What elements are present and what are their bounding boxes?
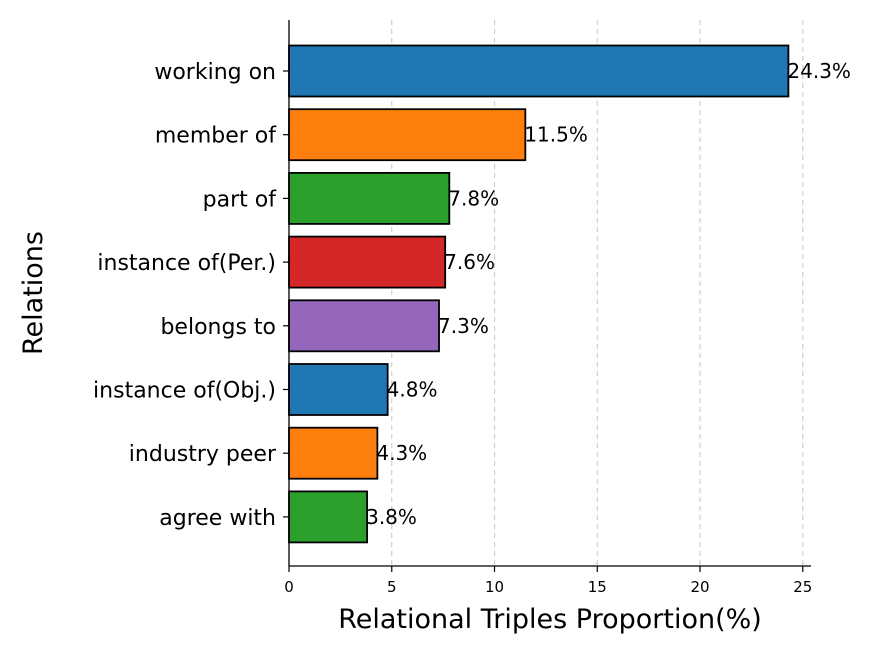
- category-label: belongs to: [160, 315, 276, 340]
- bar: [288, 235, 447, 289]
- category-label: industry peer: [129, 442, 277, 467]
- bar: [288, 490, 368, 544]
- bar: [288, 299, 440, 353]
- category-label: working on: [154, 60, 276, 85]
- x-tick-label: 25: [793, 578, 812, 596]
- category-label: instance of(Obj.): [93, 379, 276, 404]
- bar: [288, 426, 379, 480]
- bar: [288, 44, 790, 98]
- data-label: 7.6%: [444, 250, 495, 274]
- data-label: 24.3%: [787, 59, 851, 83]
- x-tick-label: 15: [588, 578, 607, 596]
- axes: [288, 20, 811, 567]
- data-label: 3.8%: [366, 505, 417, 529]
- data-label: 11.5%: [524, 123, 588, 147]
- x-ticks: 0 5 10 15 20 25: [284, 566, 812, 596]
- bars: [288, 44, 790, 544]
- y-axis-title: Relations: [18, 231, 49, 355]
- category-label: agree with: [159, 506, 276, 531]
- data-label: 4.3%: [376, 441, 427, 465]
- category-label: instance of(Per.): [97, 251, 276, 276]
- x-axis-title: Relational Triples Proportion(%): [338, 604, 762, 635]
- x-tick-label: 10: [485, 578, 504, 596]
- data-label: 7.8%: [448, 186, 499, 210]
- grid-lines: [391, 20, 804, 566]
- category-label: member of: [155, 124, 277, 149]
- data-labels: 24.3% 11.5% 7.8% 7.6% 7.3% 4.8% 4.3% 3.8%: [366, 59, 851, 529]
- x-tick-label: 5: [387, 578, 397, 596]
- bar: [288, 108, 527, 162]
- bar: [288, 171, 451, 225]
- category-labels: working on member of part of instance of(Pe…: [93, 60, 289, 531]
- data-label: 4.8%: [387, 378, 438, 402]
- x-tick-label: 20: [690, 578, 709, 596]
- data-label: 7.3%: [438, 314, 489, 338]
- category-label: part of: [203, 187, 278, 212]
- bar: [288, 363, 389, 416]
- x-tick-label: 0: [284, 578, 294, 596]
